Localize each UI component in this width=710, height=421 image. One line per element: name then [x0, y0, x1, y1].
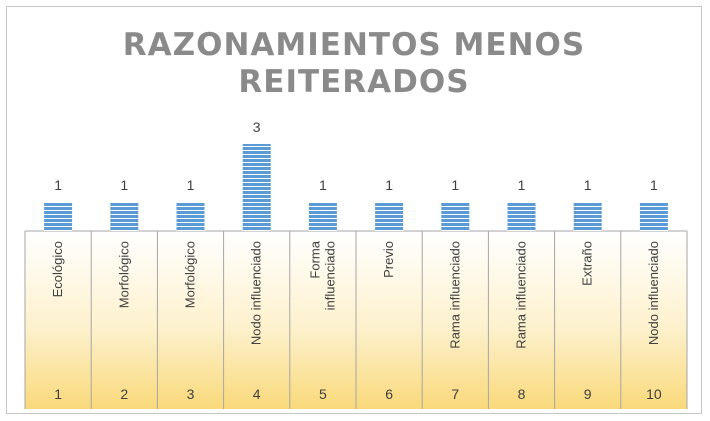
bar-5 [308, 202, 337, 231]
category-label-line: Forma [307, 240, 322, 278]
value-label-3: 1 [187, 177, 195, 193]
category-label-9: Extraño [580, 241, 595, 286]
category-label-8: Rama influenciado [514, 241, 529, 349]
category-label-3: Morfológico [183, 241, 198, 308]
value-label-1: 1 [54, 177, 62, 193]
category-label-line: Morfológico [116, 241, 131, 308]
value-label-8: 1 [518, 177, 526, 193]
index-label-6: 6 [385, 386, 393, 402]
category-label-10: Nodo influenciado [646, 241, 661, 345]
category-label-line: influenciado [322, 241, 337, 310]
value-label-9: 1 [584, 177, 592, 193]
chart-frame: RAZONAMIENTOS MENOS REITERADOS 1 Ecológic… [6, 6, 702, 414]
category-label-line: Previo [381, 241, 396, 278]
bar-2 [110, 202, 139, 231]
bars [44, 144, 668, 231]
value-label-5: 1 [319, 177, 327, 193]
bar-9 [573, 202, 602, 231]
chart-title-line-2: REITERADOS [238, 64, 470, 100]
category-label-4: Nodo influenciado [249, 241, 264, 345]
category-label-1: Ecológico [50, 241, 65, 297]
category-label-5: Forma influenciado [307, 240, 337, 310]
data-labels: 1 Ecológico 1 1 Morfológico 2 1 Morfológico 3 3 No… [50, 119, 662, 402]
index-label-5: 5 [319, 386, 327, 402]
category-label-line: Morfológico [183, 241, 198, 308]
bar-8 [507, 202, 536, 231]
category-label-line: Nodo influenciado [249, 241, 264, 345]
index-label-4: 4 [253, 386, 261, 402]
index-label-3: 3 [187, 386, 195, 402]
category-label-line: Rama influenciado [447, 241, 462, 349]
value-label-6: 1 [385, 177, 393, 193]
chart-plot-area: 1 Ecológico 1 1 Morfológico 2 1 Morfológico 3 3 No… [24, 119, 688, 409]
index-label-7: 7 [451, 386, 459, 402]
value-label-4: 3 [253, 119, 261, 135]
bar-1 [44, 202, 73, 231]
category-label-6: Previo [381, 241, 396, 278]
index-label-8: 8 [518, 386, 526, 402]
bar-6 [375, 202, 404, 231]
index-label-10: 10 [646, 386, 662, 402]
index-label-9: 9 [584, 386, 592, 402]
bar-4 [242, 144, 271, 231]
category-label-line: Ecológico [50, 241, 65, 297]
index-label-1: 1 [54, 386, 62, 402]
chart-title: RAZONAMIENTOS MENOS REITERADOS [7, 27, 701, 101]
category-label-line: Extraño [580, 241, 595, 286]
bar-10 [639, 202, 668, 231]
value-label-7: 1 [451, 177, 459, 193]
bar-3 [176, 202, 205, 231]
chart-title-line-1: RAZONAMIENTOS MENOS [122, 27, 586, 63]
category-label-line: Rama influenciado [514, 241, 529, 349]
category-label-7: Rama influenciado [447, 241, 462, 349]
category-label-2: Morfológico [116, 241, 131, 308]
value-label-10: 1 [650, 177, 658, 193]
value-label-2: 1 [120, 177, 128, 193]
bar-7 [441, 202, 470, 231]
category-label-line: Nodo influenciado [646, 241, 661, 345]
index-label-2: 2 [120, 386, 128, 402]
category-table [24, 230, 688, 409]
